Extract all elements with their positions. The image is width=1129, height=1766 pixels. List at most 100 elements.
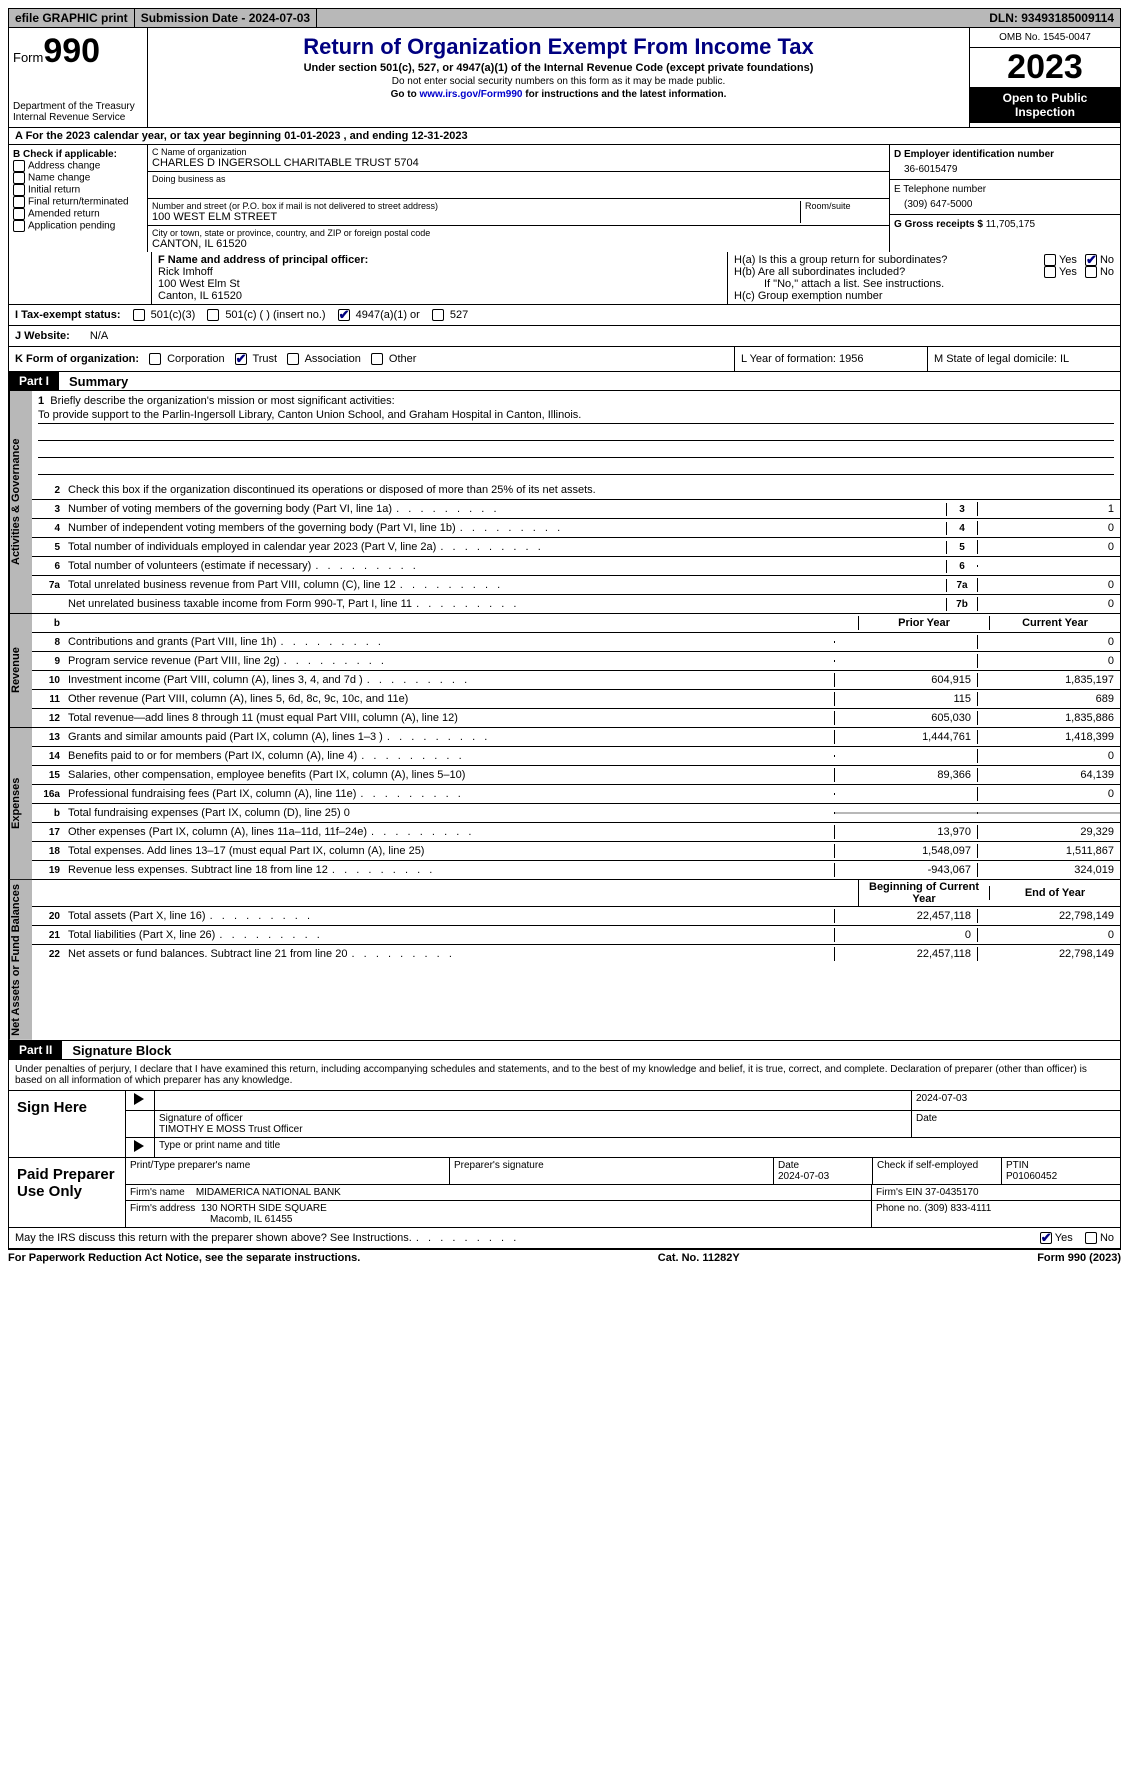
line7a-val: 0 <box>977 578 1120 592</box>
row-i: I Tax-exempt status: 501(c)(3) 501(c) ( … <box>8 305 1121 326</box>
box-b: B Check if applicable: Address change Na… <box>9 145 148 252</box>
firm-name-label: Firm's name <box>130 1187 185 1198</box>
firm-ein: Firm's EIN 37-0435170 <box>872 1185 1120 1200</box>
line21-c: 0 <box>977 928 1120 942</box>
page-footer: For Paperwork Reduction Act Notice, see … <box>8 1249 1121 1266</box>
sign-here-label: Sign Here <box>9 1091 126 1157</box>
checkbox-final-return[interactable] <box>13 196 25 208</box>
checkbox-hb-no[interactable] <box>1085 266 1097 278</box>
firm-addr2: Macomb, IL 61455 <box>130 1214 292 1225</box>
paid-preparer-label: Paid Preparer Use Only <box>9 1158 126 1227</box>
ein-value: 36-6015479 <box>894 160 1116 175</box>
checkbox-assoc[interactable] <box>287 353 299 365</box>
part-ii-header: Part II Signature Block <box>8 1041 1121 1060</box>
summary-revenue: Revenue bPrior YearCurrent Year 8Contrib… <box>8 614 1121 728</box>
omb-number: OMB No. 1545-0047 <box>970 28 1120 48</box>
line11-p: 115 <box>834 692 977 706</box>
checkbox-irs-yes[interactable] <box>1040 1232 1052 1244</box>
phone-value: (309) 647-5000 <box>894 195 1116 210</box>
ein-label: D Employer identification number <box>894 149 1116 160</box>
checkbox-trust[interactable] <box>235 353 247 365</box>
line3-val: 1 <box>977 502 1120 516</box>
dba-label: Doing business as <box>152 174 885 184</box>
checkbox-initial-return[interactable] <box>13 184 25 196</box>
h-b-note: If "No," attach a list. See instructions… <box>734 278 1114 290</box>
line19-c: 324,019 <box>977 863 1120 877</box>
part-i-title: Summary <box>59 374 128 389</box>
checkbox-irs-no[interactable] <box>1085 1232 1097 1244</box>
ptin-label: PTIN <box>1006 1160 1116 1171</box>
row-k: K Form of organization: Corporation Trus… <box>8 347 1121 372</box>
may-irs-discuss: May the IRS discuss this return with the… <box>8 1228 1121 1249</box>
line18-c: 1,511,867 <box>977 844 1120 858</box>
part-i-label: Part I <box>9 372 59 390</box>
checkbox-4947[interactable] <box>338 309 350 321</box>
website-label: J Website: <box>15 330 70 342</box>
hdr-begin: Beginning of Current Year <box>858 880 989 906</box>
checkbox-501c[interactable] <box>207 309 219 321</box>
irs-link[interactable]: www.irs.gov/Form990 <box>419 89 522 100</box>
penalty-statement: Under penalties of perjury, I declare th… <box>8 1060 1121 1091</box>
city-label: City or town, state or province, country… <box>152 228 885 238</box>
city-state-zip: CANTON, IL 61520 <box>152 238 885 250</box>
hdr-current: Current Year <box>989 616 1120 630</box>
line22-p: 22,457,118 <box>834 947 977 961</box>
checkbox-app-pending[interactable] <box>13 220 25 232</box>
checkbox-501c3[interactable] <box>133 309 145 321</box>
form-title: Return of Organization Exempt From Incom… <box>156 34 961 60</box>
line13-p: 1,444,761 <box>834 730 977 744</box>
officer-name-title: TIMOTHY E MOSS Trust Officer <box>159 1124 907 1135</box>
line6-val <box>977 565 1120 567</box>
ptin-value: P01060452 <box>1006 1171 1116 1182</box>
vtab-net: Net Assets or Fund Balances <box>9 880 32 1040</box>
firm-addr-label: Firm's address <box>130 1203 195 1214</box>
line10-c: 1,835,197 <box>977 673 1120 687</box>
line10-p: 604,915 <box>834 673 977 687</box>
firm-phone: Phone no. (309) 833-4111 <box>872 1201 1120 1227</box>
form-subtitle: Under section 501(c), 527, or 4947(a)(1)… <box>156 62 961 74</box>
line19-p: -943,067 <box>834 863 977 877</box>
tax-year: 2023 <box>970 48 1120 87</box>
vtab-revenue: Revenue <box>9 614 32 727</box>
dln: DLN: 93493185009114 <box>983 9 1120 27</box>
checkbox-527[interactable] <box>432 309 444 321</box>
summary-expenses: Expenses 13Grants and similar amounts pa… <box>8 728 1121 880</box>
submission-date: Submission Date - 2024-07-03 <box>135 9 317 27</box>
hdr-prior: Prior Year <box>858 616 989 630</box>
goto-note: Go to www.irs.gov/Form990 for instructio… <box>156 89 961 100</box>
line5-val: 0 <box>977 540 1120 554</box>
form-990-label: Form990 <box>13 32 143 71</box>
dept-label: Department of the Treasury Internal Reve… <box>13 101 143 123</box>
line4-val: 0 <box>977 521 1120 535</box>
officer-name: Rick Imhoff <box>158 266 721 278</box>
line16a-c: 0 <box>977 787 1120 801</box>
footer-right: Form 990 (2023) <box>1037 1252 1121 1264</box>
part-ii-label: Part II <box>9 1041 62 1059</box>
form-header: Form990 Department of the Treasury Inter… <box>8 28 1121 128</box>
preparer-name-label: Print/Type preparer's name <box>126 1158 450 1184</box>
checkbox-address-change[interactable] <box>13 160 25 172</box>
checkbox-ha-yes[interactable] <box>1044 254 1056 266</box>
checkbox-ha-no[interactable] <box>1085 254 1097 266</box>
line20-p: 22,457,118 <box>834 909 977 923</box>
section-bcd: B Check if applicable: Address change Na… <box>8 145 1121 252</box>
officer-addr2: Canton, IL 61520 <box>158 290 721 302</box>
addr-label: Number and street (or P.O. box if mail i… <box>152 201 800 211</box>
line17-p: 13,970 <box>834 825 977 839</box>
part-i-header: Part I Summary <box>8 372 1121 391</box>
phone-label: E Telephone number <box>894 184 1116 195</box>
hdr-end: End of Year <box>989 886 1120 900</box>
checkbox-amended[interactable] <box>13 208 25 220</box>
checkbox-other[interactable] <box>371 353 383 365</box>
line7b-val: 0 <box>977 597 1120 611</box>
checkbox-corp[interactable] <box>149 353 161 365</box>
box-deg: D Employer identification number 36-6015… <box>890 145 1120 252</box>
checkbox-hb-yes[interactable] <box>1044 266 1056 278</box>
part-ii-title: Signature Block <box>62 1043 171 1058</box>
line20-c: 22,798,149 <box>977 909 1120 923</box>
line21-p: 0 <box>834 928 977 942</box>
checkbox-name-change[interactable] <box>13 172 25 184</box>
prep-date: 2024-07-03 <box>778 1171 868 1182</box>
room-label: Room/suite <box>805 201 885 211</box>
line17-c: 29,329 <box>977 825 1120 839</box>
